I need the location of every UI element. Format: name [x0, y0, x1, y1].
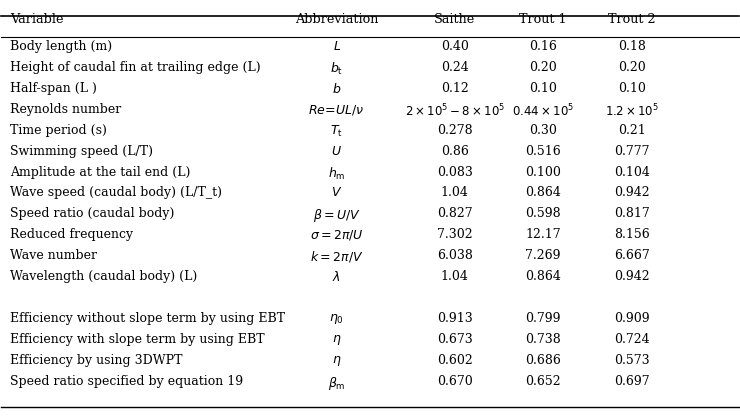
- Text: Height of caudal fin at trailing edge (L): Height of caudal fin at trailing edge (L…: [10, 61, 261, 74]
- Text: Reduced frequency: Reduced frequency: [10, 228, 133, 241]
- Text: 0.100: 0.100: [525, 166, 561, 178]
- Text: Abbreviation: Abbreviation: [295, 13, 379, 27]
- Text: $Re\!=\!UL/\nu$: $Re\!=\!UL/\nu$: [309, 103, 365, 116]
- Text: Body length (m): Body length (m): [10, 40, 112, 53]
- Text: 0.799: 0.799: [525, 312, 561, 325]
- Text: Half-span (L ): Half-span (L ): [10, 82, 97, 95]
- Text: 0.686: 0.686: [525, 354, 561, 367]
- Text: Efficiency without slope term by using EBT: Efficiency without slope term by using E…: [10, 312, 286, 325]
- Text: $\beta_\mathrm{m}$: $\beta_\mathrm{m}$: [328, 375, 346, 392]
- Text: 0.864: 0.864: [525, 270, 561, 283]
- Text: Swimming speed (L/T): Swimming speed (L/T): [10, 144, 153, 158]
- Text: 0.18: 0.18: [618, 40, 646, 53]
- Text: 0.30: 0.30: [529, 124, 557, 136]
- Text: Efficiency with slope term by using EBT: Efficiency with slope term by using EBT: [10, 333, 265, 346]
- Text: 0.673: 0.673: [437, 333, 473, 346]
- Text: $V$: $V$: [332, 186, 343, 199]
- Text: 12.17: 12.17: [525, 228, 561, 241]
- Text: Amplitude at the tail end (L): Amplitude at the tail end (L): [10, 166, 191, 178]
- Text: 0.864: 0.864: [525, 186, 561, 199]
- Text: 0.817: 0.817: [614, 208, 650, 220]
- Text: 0.942: 0.942: [614, 186, 650, 199]
- Text: $\eta$: $\eta$: [332, 333, 342, 347]
- Text: 1.04: 1.04: [441, 186, 468, 199]
- Text: Speed ratio specified by equation 19: Speed ratio specified by equation 19: [10, 375, 243, 388]
- Text: 0.602: 0.602: [437, 354, 473, 367]
- Text: 0.10: 0.10: [618, 82, 646, 95]
- Text: $1.2\times 10^{5}$: $1.2\times 10^{5}$: [605, 103, 659, 119]
- Text: Reynolds number: Reynolds number: [10, 103, 121, 116]
- Text: $\eta_0$: $\eta_0$: [329, 312, 344, 326]
- Text: 0.777: 0.777: [614, 144, 650, 158]
- Text: 0.083: 0.083: [437, 166, 473, 178]
- Text: $U$: $U$: [332, 144, 343, 158]
- Text: 0.697: 0.697: [614, 375, 650, 388]
- Text: 0.827: 0.827: [437, 208, 473, 220]
- Text: Trout 1: Trout 1: [519, 13, 567, 27]
- Text: $\lambda$: $\lambda$: [332, 270, 341, 284]
- Text: $2\times 10^{5} - 8\times 10^{5}$: $2\times 10^{5} - 8\times 10^{5}$: [405, 103, 505, 119]
- Text: 0.20: 0.20: [529, 61, 557, 74]
- Text: $k = 2\pi/V$: $k = 2\pi/V$: [310, 249, 363, 264]
- Text: $\eta$: $\eta$: [332, 354, 342, 368]
- Text: 0.40: 0.40: [441, 40, 468, 53]
- Text: 0.670: 0.670: [437, 375, 473, 388]
- Text: 0.598: 0.598: [525, 208, 561, 220]
- Text: 0.20: 0.20: [618, 61, 645, 74]
- Text: $\sigma = 2\pi/U$: $\sigma = 2\pi/U$: [310, 228, 364, 243]
- Text: Wave number: Wave number: [10, 249, 97, 262]
- Text: 0.24: 0.24: [441, 61, 468, 74]
- Text: 0.652: 0.652: [525, 375, 561, 388]
- Text: 0.909: 0.909: [614, 312, 650, 325]
- Text: $0.44\times 10^{5}$: $0.44\times 10^{5}$: [512, 103, 574, 119]
- Text: 0.86: 0.86: [441, 144, 468, 158]
- Text: 0.724: 0.724: [614, 333, 650, 346]
- Text: 0.278: 0.278: [437, 124, 473, 136]
- Text: 0.573: 0.573: [614, 354, 650, 367]
- Text: $b$: $b$: [332, 82, 341, 96]
- Text: Time period (s): Time period (s): [10, 124, 107, 136]
- Text: Variable: Variable: [10, 13, 64, 27]
- Text: $L$: $L$: [333, 40, 341, 53]
- Text: 6.667: 6.667: [614, 249, 650, 262]
- Text: 0.942: 0.942: [614, 270, 650, 283]
- Text: Speed ratio (caudal body): Speed ratio (caudal body): [10, 208, 175, 220]
- Text: 7.302: 7.302: [437, 228, 473, 241]
- Text: Saithe: Saithe: [434, 13, 475, 27]
- Text: $h_\mathrm{m}$: $h_\mathrm{m}$: [328, 166, 346, 182]
- Text: 0.738: 0.738: [525, 333, 561, 346]
- Text: $\beta = U/V$: $\beta = U/V$: [313, 208, 361, 224]
- Text: $b_\mathrm{t}$: $b_\mathrm{t}$: [330, 61, 343, 77]
- Text: 8.156: 8.156: [614, 228, 650, 241]
- Text: 6.038: 6.038: [437, 249, 473, 262]
- Text: Wavelength (caudal body) (L): Wavelength (caudal body) (L): [10, 270, 198, 283]
- Text: 0.516: 0.516: [525, 144, 561, 158]
- Text: Efficiency by using 3DWPT: Efficiency by using 3DWPT: [10, 354, 183, 367]
- Text: 0.913: 0.913: [437, 312, 473, 325]
- Text: 0.104: 0.104: [613, 166, 650, 178]
- Text: 7.269: 7.269: [525, 249, 561, 262]
- Text: 0.10: 0.10: [529, 82, 557, 95]
- Text: 0.12: 0.12: [441, 82, 468, 95]
- Text: 0.21: 0.21: [618, 124, 645, 136]
- Text: 1.04: 1.04: [441, 270, 468, 283]
- Text: 0.16: 0.16: [529, 40, 557, 53]
- Text: $T_\mathrm{t}$: $T_\mathrm{t}$: [330, 124, 343, 139]
- Text: Wave speed (caudal body) (L/T_t): Wave speed (caudal body) (L/T_t): [10, 186, 222, 199]
- Text: Trout 2: Trout 2: [608, 13, 656, 27]
